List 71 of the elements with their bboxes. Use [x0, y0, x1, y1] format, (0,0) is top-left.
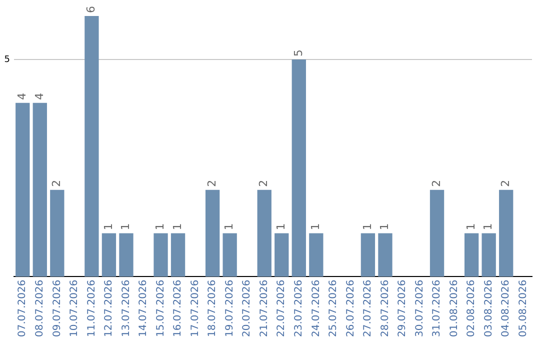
x-tick-label: 12.07.2026 [104, 280, 115, 338]
x-tick-label: 26.07.2026 [345, 280, 356, 338]
data-label: 1 [222, 223, 236, 230]
bar [309, 233, 324, 277]
data-label: 2 [498, 180, 512, 187]
x-tick-label: 27.07.2026 [362, 280, 374, 338]
data-label: 5 [292, 49, 305, 56]
x-tick-label: 18.07.2026 [207, 280, 218, 338]
x-tick-label: 23.07.2026 [293, 280, 304, 338]
data-label: 1 [309, 223, 322, 230]
x-tick-label: 31.07.2026 [432, 280, 443, 338]
x-tick-label: 11.07.2026 [86, 280, 98, 338]
bar [119, 233, 134, 277]
data-label: 1 [154, 223, 167, 230]
x-tick-label: 05.08.2026 [518, 280, 529, 338]
x-tick-label: 28.07.2026 [380, 280, 391, 338]
bar [360, 233, 376, 277]
bar [430, 190, 444, 277]
x-tick-label: 02.08.2026 [466, 280, 478, 338]
bar [32, 102, 47, 277]
bar [274, 233, 289, 277]
x-tick-label: 07.07.2026 [17, 280, 28, 338]
bar [222, 233, 237, 277]
data-label: 2 [50, 180, 64, 187]
bar [154, 233, 168, 277]
x-tick-label: 29.07.2026 [397, 280, 408, 338]
data-label: 1 [119, 223, 132, 230]
x-tick-label: 22.07.2026 [276, 280, 288, 338]
x-tick-label: 20.07.2026 [242, 280, 253, 338]
x-tick-label: 04.08.2026 [500, 280, 512, 338]
x-tick-label: 19.07.2026 [224, 280, 236, 338]
bar [499, 190, 514, 277]
data-label: 1 [464, 223, 478, 230]
data-label: 1 [360, 223, 374, 230]
bar [50, 190, 64, 277]
bar [170, 233, 186, 277]
data-label: 4 [15, 92, 28, 100]
x-tick-label: 16.07.2026 [172, 280, 184, 338]
bar [378, 233, 392, 277]
data-label: 1 [102, 223, 115, 230]
x-tick-label: 13.07.2026 [120, 280, 132, 338]
bar [257, 190, 272, 277]
data-label: 1 [170, 223, 184, 230]
x-tick-label: 30.07.2026 [414, 280, 426, 338]
bar [16, 102, 30, 277]
bar [464, 233, 479, 277]
bar [482, 233, 496, 277]
data-label: 2 [430, 180, 443, 187]
ref-line-label: 5 [4, 54, 10, 65]
x-tick-label: 15.07.2026 [155, 280, 166, 338]
x-tick-label: 08.07.2026 [34, 280, 46, 338]
x-tick-label: 17.07.2026 [190, 280, 201, 338]
x-tick-label: 03.08.2026 [483, 280, 494, 338]
x-tick-label: 09.07.2026 [52, 280, 63, 338]
data-label: 6 [84, 6, 98, 13]
x-tick-label: 25.07.2026 [328, 280, 340, 338]
x-tick-label: 10.07.2026 [69, 280, 80, 338]
x-tick-label: 21.07.2026 [258, 280, 270, 338]
bar [205, 190, 220, 277]
data-label: 2 [205, 180, 218, 187]
x-tick-label: 24.07.2026 [310, 280, 322, 338]
data-label: 1 [274, 223, 288, 230]
bar [102, 233, 116, 277]
x-tick-label: 14.07.2026 [138, 280, 150, 338]
bar [84, 16, 99, 277]
bar [292, 59, 306, 277]
data-label: 2 [257, 180, 270, 187]
data-label: 1 [482, 223, 495, 230]
data-label: 1 [378, 223, 392, 230]
x-tick-label: 01.08.2026 [448, 280, 460, 338]
data-label: 4 [32, 92, 46, 100]
